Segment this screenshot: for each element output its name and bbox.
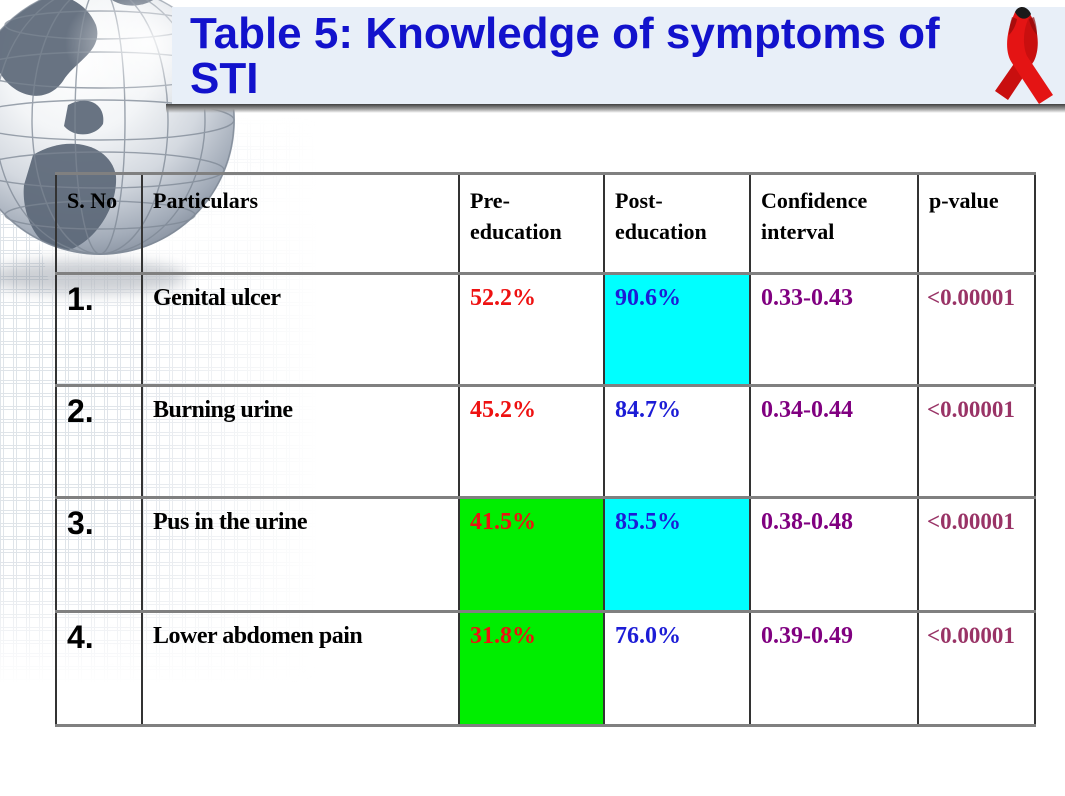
table-row: 2. Burning urine 45.2% 84.7% 0.34-0.44 <…: [55, 384, 1036, 499]
col-header-sno: S. No: [55, 172, 143, 275]
aids-ribbon-icon: [995, 6, 1053, 104]
cell-post-education: 84.7%: [603, 384, 751, 499]
cell-particulars: Lower abdomen pain: [141, 610, 460, 727]
col-header-p-value: p-value: [917, 172, 1036, 275]
table-row: 1. Genital ulcer 52.2% 90.6% 0.33-0.43 <…: [55, 272, 1036, 387]
cell-post-education: 85.5%: [603, 496, 751, 613]
cell-p-value: <0.00001: [917, 272, 1036, 387]
col-header-confidence-interval: Confidence interval: [749, 172, 919, 275]
slide-title: Table 5: Knowledge of symptoms of STI: [190, 9, 940, 103]
cell-confidence-interval: 0.38-0.48: [749, 496, 919, 613]
cell-confidence-interval: 0.34-0.44: [749, 384, 919, 499]
cell-pre-education: 41.5%: [458, 496, 605, 613]
cell-pre-education: 52.2%: [458, 272, 605, 387]
table-header-row: S. No Particulars Pre-education Post-edu…: [55, 172, 1036, 275]
cell-pre-education: 31.8%: [458, 610, 605, 727]
cell-confidence-interval: 0.39-0.49: [749, 610, 919, 727]
cell-p-value: <0.00001: [917, 496, 1036, 613]
cell-particulars: Genital ulcer: [141, 272, 460, 387]
cell-sno: 1.: [55, 272, 143, 387]
table-row: 4. Lower abdomen pain 31.8% 76.0% 0.39-0…: [55, 610, 1036, 727]
cell-pre-education: 45.2%: [458, 384, 605, 499]
cell-sno: 2.: [55, 384, 143, 499]
col-header-particulars: Particulars: [141, 172, 460, 275]
cell-p-value: <0.00001: [917, 610, 1036, 727]
table-row: 3. Pus in the urine 41.5% 85.5% 0.38-0.4…: [55, 496, 1036, 613]
cell-sno: 4.: [55, 610, 143, 727]
cell-particulars: Pus in the urine: [141, 496, 460, 613]
cell-particulars: Burning urine: [141, 384, 460, 499]
cell-p-value: <0.00001: [917, 384, 1036, 499]
banner-shadow: [166, 104, 1065, 113]
cell-confidence-interval: 0.33-0.43: [749, 272, 919, 387]
cell-post-education: 76.0%: [603, 610, 751, 727]
col-header-pre-education: Pre-education: [458, 172, 605, 275]
cell-sno: 3.: [55, 496, 143, 613]
title-banner: Table 5: Knowledge of symptoms of STI: [172, 7, 1065, 104]
col-header-post-education: Post-education: [603, 172, 751, 275]
sti-symptoms-table: S. No Particulars Pre-education Post-edu…: [55, 172, 1036, 727]
cell-post-education: 90.6%: [603, 272, 751, 387]
